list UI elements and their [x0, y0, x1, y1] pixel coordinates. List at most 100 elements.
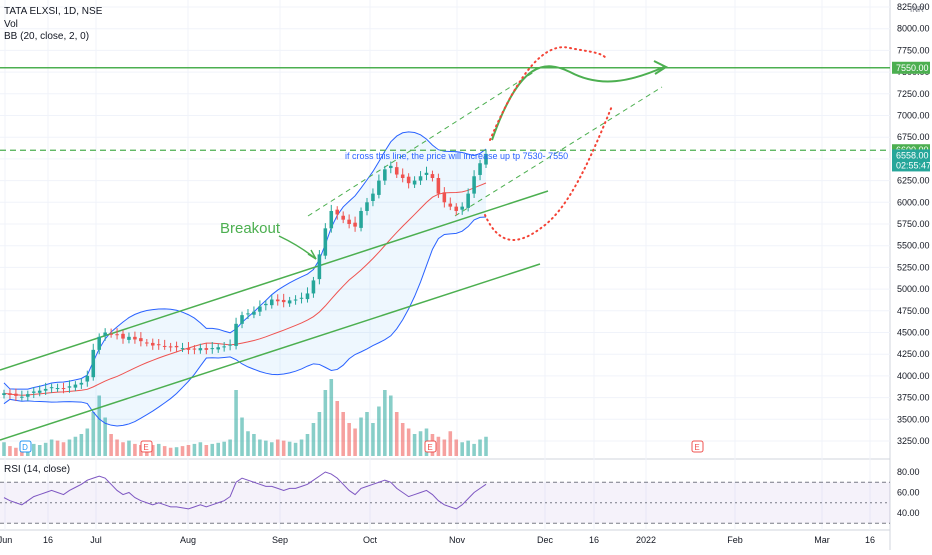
currency-label: INR — [910, 5, 924, 14]
candle-body — [341, 215, 345, 220]
candle-body — [210, 348, 215, 350]
candle-body — [275, 299, 280, 302]
volume-bar — [365, 412, 369, 456]
rsi-tick-label: 40.00 — [897, 508, 920, 518]
rsi-legend[interactable]: RSI (14, close) — [4, 464, 74, 476]
volume-bar — [79, 434, 84, 456]
volume-bar — [472, 443, 476, 456]
volume-bar — [287, 441, 292, 456]
vol-legend[interactable]: Vol — [4, 19, 22, 31]
volume-bar — [61, 442, 66, 456]
volume-bar — [281, 440, 286, 456]
candle-body — [186, 348, 191, 350]
candle-body — [31, 391, 36, 393]
candle-body — [103, 332, 107, 336]
time-tick-label: Aug — [180, 535, 196, 545]
target-price-label-box — [892, 61, 930, 74]
time-tick-label: Jul — [90, 535, 102, 545]
candle-body — [329, 210, 334, 229]
volume-bar — [115, 439, 119, 456]
volume-bar — [133, 443, 137, 456]
last-price-label-text: 6558.00 — [896, 150, 929, 160]
candle-body — [377, 180, 381, 195]
event-marker-badge — [691, 440, 704, 453]
candle-body — [85, 375, 90, 382]
rsi-line — [3, 471, 487, 510]
bb-legend[interactable]: BB (20, close, 2, 0) — [4, 31, 93, 43]
candle-body — [424, 172, 429, 175]
candle-body — [204, 348, 209, 350]
time-tick-label: 16 — [865, 535, 875, 545]
volume-bar — [436, 436, 441, 456]
candle-body — [133, 336, 137, 340]
candle-body — [412, 180, 417, 185]
candle-body — [406, 176, 411, 184]
volume-bar — [275, 439, 280, 456]
volume-bar — [317, 412, 322, 456]
breakout-arrow-head — [307, 249, 317, 260]
price-axis-layer: 8250.008000.007750.007500.007250.007000.… — [892, 2, 931, 518]
candle-body — [359, 210, 363, 228]
volume-bar — [216, 442, 221, 456]
volume-bar — [121, 442, 125, 456]
volume-bar — [341, 412, 345, 456]
volume-bar — [127, 440, 131, 456]
volume-bar — [174, 447, 179, 456]
time-tick-label: 16 — [589, 535, 599, 545]
volume-bar — [55, 440, 60, 456]
price-tick-label: 6000.00 — [897, 197, 930, 207]
candle-body — [222, 346, 226, 348]
candle-body — [109, 333, 113, 335]
channel-lines-layer — [0, 67, 890, 441]
volume-bar — [37, 445, 42, 456]
candle-body — [234, 323, 238, 346]
event-marker-letter: D — [22, 443, 28, 452]
candle-body — [281, 299, 286, 303]
price-tick-label: 5000.00 — [897, 284, 930, 294]
price-tick-label: 8250.00 — [897, 2, 930, 12]
channel-upper-line — [0, 190, 549, 371]
volume-bar — [335, 401, 340, 456]
projection-lower-dashed — [454, 86, 663, 217]
time-tick-label: 16 — [43, 535, 53, 545]
candle-body — [389, 165, 393, 169]
candle-body — [14, 393, 18, 396]
target-price-label-text: 7550.00 — [896, 63, 929, 73]
candle-body — [264, 303, 268, 306]
volume-bar — [478, 439, 482, 456]
volume-bar — [442, 439, 447, 456]
candle-body — [127, 336, 131, 340]
volume-bar — [383, 390, 387, 456]
candle-body — [472, 176, 476, 194]
candle-body — [180, 348, 185, 350]
volume-bar — [246, 431, 250, 456]
candle-body — [466, 193, 470, 208]
volume-bar — [156, 443, 161, 456]
rsi-layer — [0, 471, 890, 524]
bollinger-lower — [3, 216, 487, 427]
candle-body — [454, 206, 459, 211]
volume-bar — [162, 446, 167, 456]
price-tick-label: 6750.00 — [897, 132, 930, 142]
event-marker-letter: E — [143, 443, 148, 452]
event-marker-badge — [424, 440, 437, 453]
volume-bar — [192, 443, 197, 456]
rsi-tick-label: 80.00 — [897, 467, 920, 477]
volume-bar — [305, 434, 310, 456]
candle-body — [8, 393, 12, 395]
candle-body — [484, 153, 488, 165]
candle-body — [156, 344, 161, 346]
bollinger-upper — [3, 131, 487, 390]
volume-bar — [329, 379, 334, 456]
main-legend[interactable]: TATA ELXSI, 1D, NSE — [4, 6, 106, 18]
candle-body — [460, 206, 464, 210]
volume-bar — [377, 406, 381, 456]
price-tick-label: 5500.00 — [897, 241, 930, 251]
symbol-title[interactable]: TATA ELXSI, 1D, NSE — [4, 6, 103, 17]
candle-body — [168, 346, 173, 348]
bullish-projection-arrow — [491, 65, 665, 141]
vol-label: Vol — [4, 19, 18, 30]
volume-bar — [448, 431, 453, 456]
